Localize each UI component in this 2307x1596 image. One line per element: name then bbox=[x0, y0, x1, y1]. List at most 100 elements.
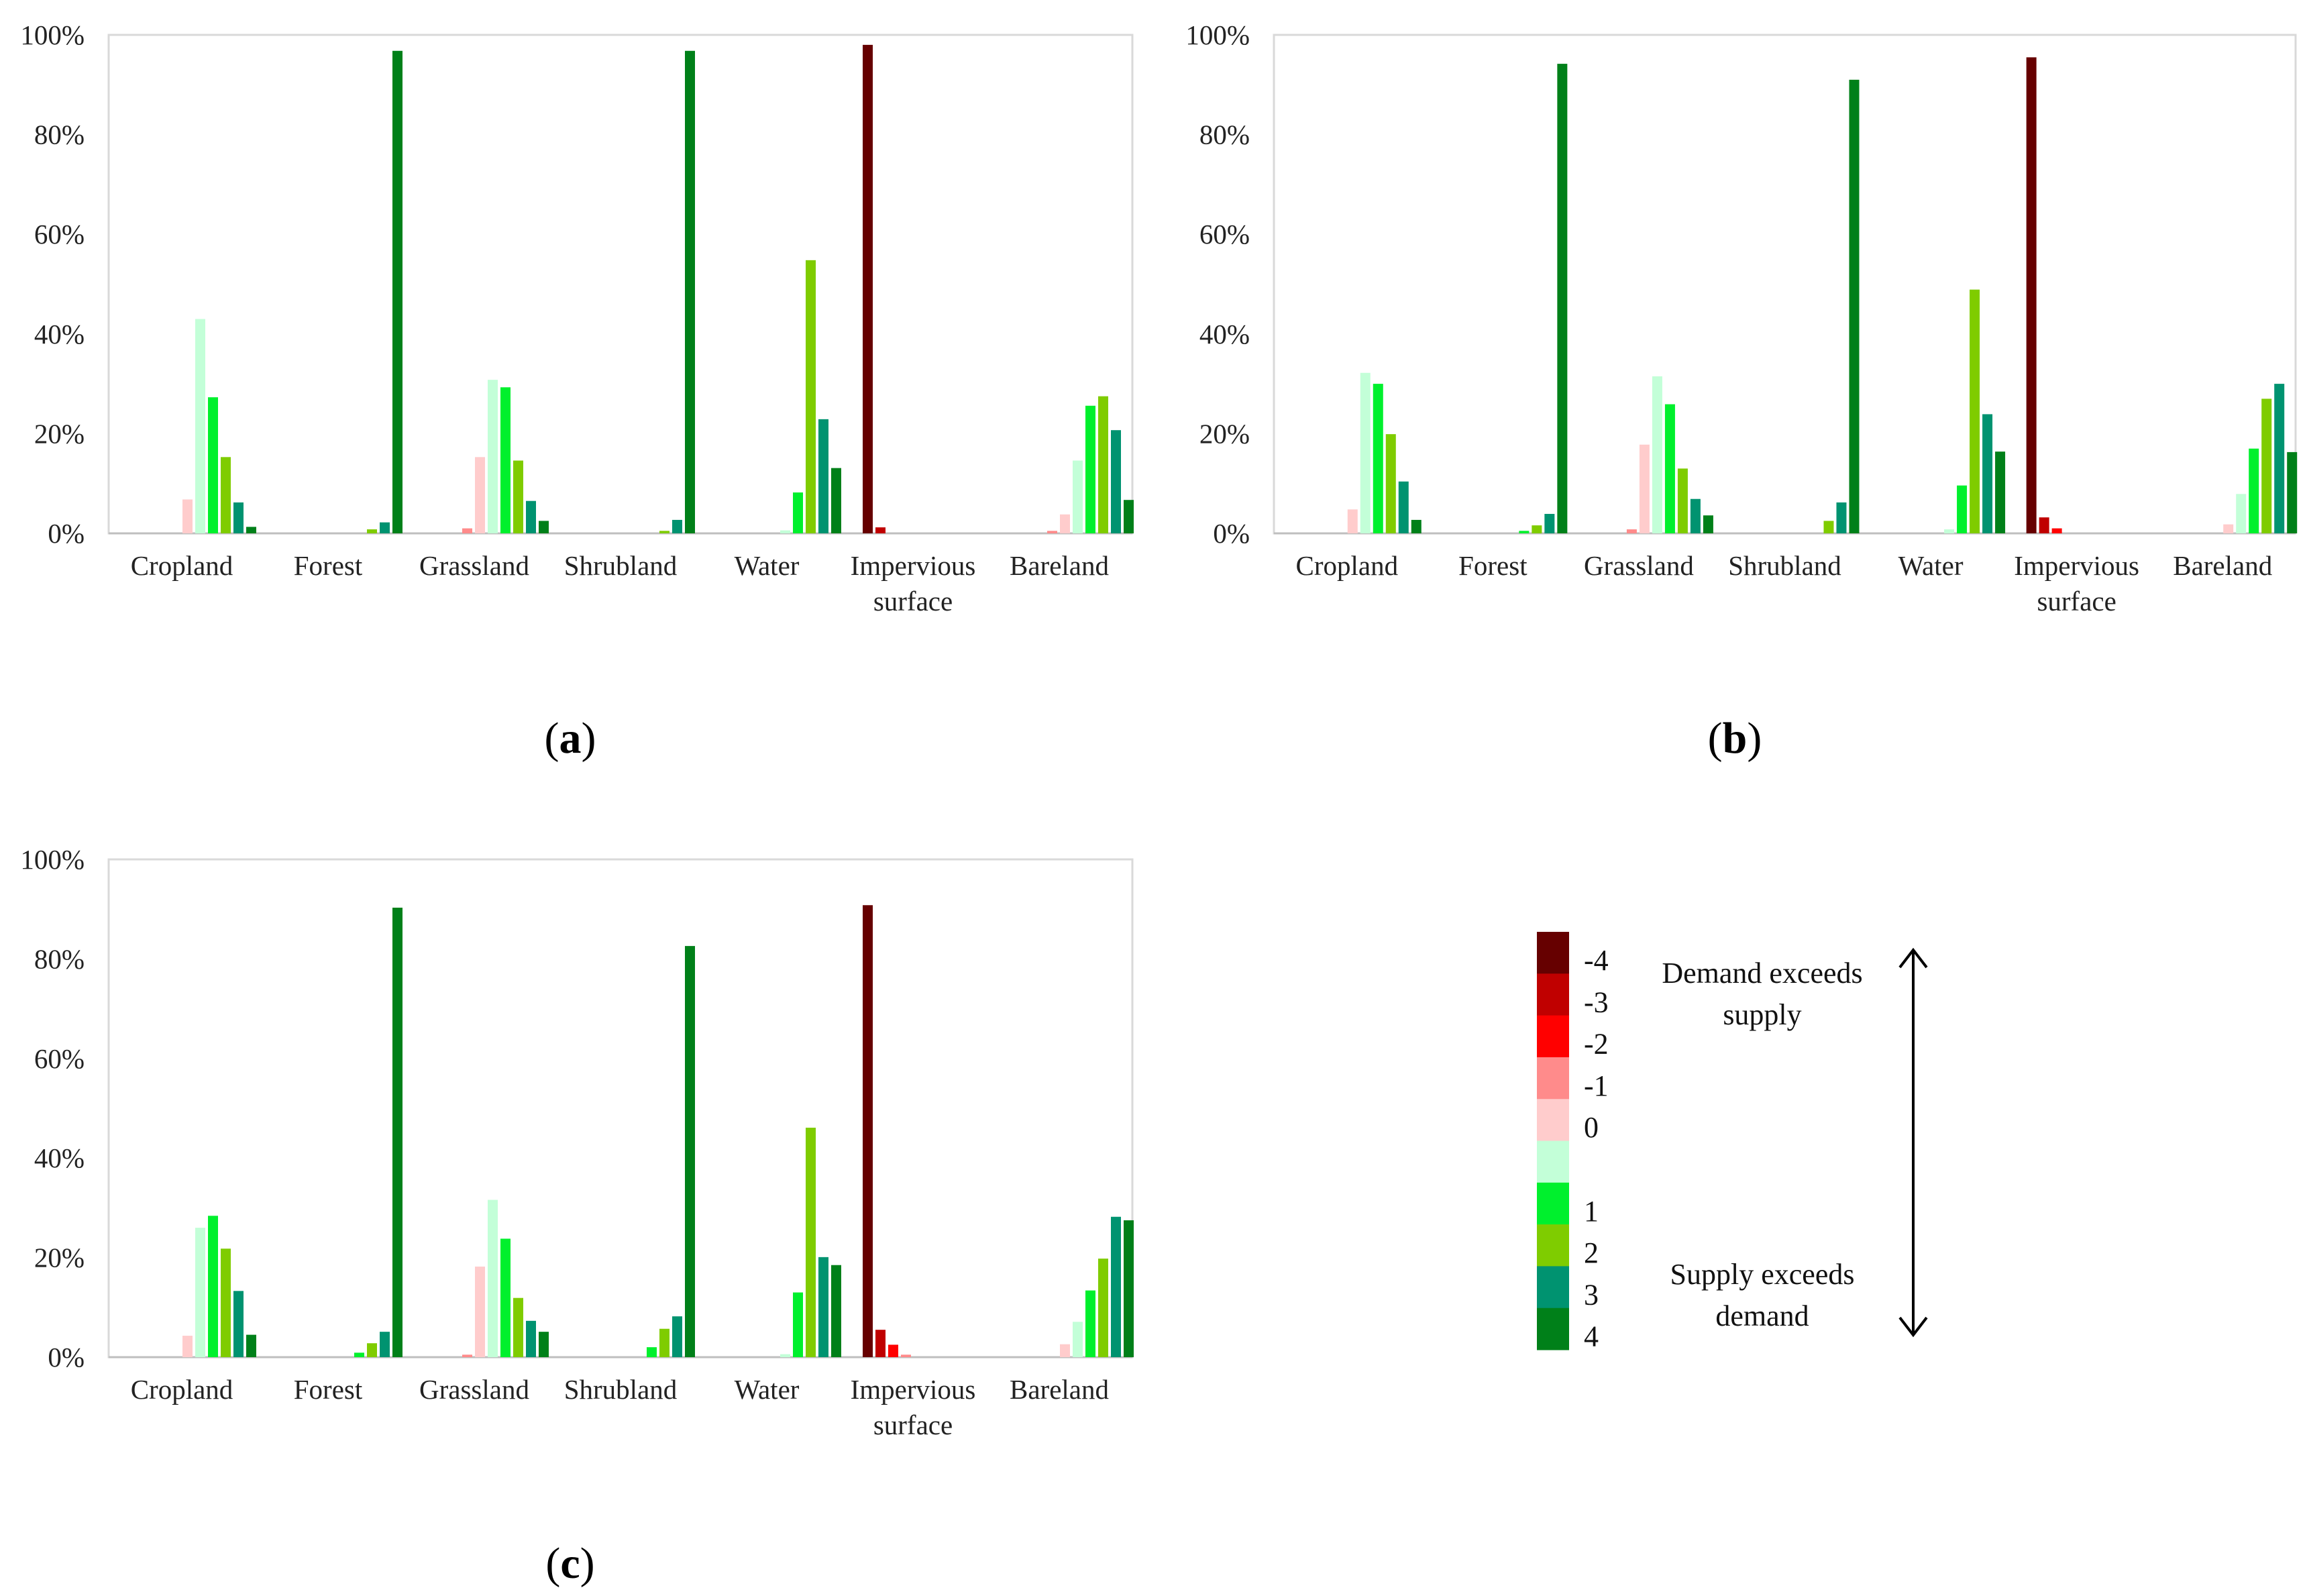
y-tick-label: 0% bbox=[1213, 518, 1250, 549]
x-category-label: surface bbox=[2037, 586, 2116, 617]
x-category-label: Forest bbox=[1458, 550, 1527, 581]
x-category-label: Shrubland bbox=[564, 550, 678, 581]
bar bbox=[1047, 531, 1057, 533]
bar bbox=[2026, 57, 2037, 533]
legend-label: -1 bbox=[1584, 1069, 1609, 1102]
x-category-label: Grassland bbox=[1584, 550, 1694, 581]
bar bbox=[888, 1344, 898, 1357]
y-tick-label: 60% bbox=[34, 219, 85, 250]
x-category-label: Bareland bbox=[2173, 550, 2272, 581]
bar bbox=[182, 1336, 193, 1357]
bar bbox=[1398, 481, 1409, 533]
legend-swatch bbox=[1537, 1266, 1569, 1309]
y-tick-label: 20% bbox=[34, 418, 85, 449]
bar bbox=[539, 1332, 549, 1357]
legend-swatch bbox=[1537, 1182, 1569, 1225]
bar bbox=[526, 500, 536, 533]
legend-swatch bbox=[1537, 973, 1569, 1016]
bar bbox=[1385, 434, 1396, 533]
bar bbox=[367, 529, 377, 533]
legend-label: -3 bbox=[1584, 986, 1609, 1018]
bar bbox=[685, 50, 695, 533]
x-category-label: Water bbox=[735, 550, 800, 581]
legend-label: 4 bbox=[1584, 1320, 1599, 1353]
bar bbox=[488, 1200, 498, 1357]
y-tick-label: 100% bbox=[20, 19, 85, 50]
bar bbox=[2249, 448, 2259, 533]
bar bbox=[1111, 1216, 1121, 1357]
bar bbox=[2051, 528, 2062, 533]
legend-label: 2 bbox=[1584, 1236, 1599, 1269]
bar bbox=[1982, 414, 1993, 533]
bar bbox=[380, 522, 390, 533]
legend-supply-line2: demand bbox=[1715, 1299, 1809, 1332]
bar bbox=[1360, 372, 1371, 533]
bar bbox=[831, 468, 841, 533]
bar bbox=[246, 527, 256, 533]
bar bbox=[1836, 502, 1847, 533]
chart-panel-a: 0% 20% 40% 60% 80% 100% Cropland Forest Grasslan… bbox=[20, 19, 1134, 617]
legend-label: -2 bbox=[1584, 1028, 1609, 1061]
bar bbox=[208, 1216, 218, 1357]
x-category-label: Impervious bbox=[851, 1374, 976, 1405]
bar bbox=[863, 44, 873, 534]
bar bbox=[672, 1316, 682, 1357]
x-category-label: Bareland bbox=[1010, 550, 1109, 581]
x-category-label: Water bbox=[735, 1374, 800, 1405]
y-tick-label: 100% bbox=[1185, 19, 1250, 50]
bar bbox=[1823, 521, 1834, 533]
y-tick-label: 60% bbox=[34, 1043, 85, 1074]
bar bbox=[818, 419, 828, 533]
plot-area bbox=[107, 34, 1134, 535]
bar bbox=[1519, 531, 1530, 533]
bar bbox=[182, 499, 193, 533]
bar bbox=[863, 905, 873, 1357]
bar bbox=[672, 519, 682, 533]
bar bbox=[793, 492, 803, 533]
bar bbox=[500, 1238, 511, 1357]
legend-label: 1 bbox=[1584, 1195, 1599, 1228]
bar bbox=[1124, 500, 1134, 533]
bar bbox=[208, 397, 218, 533]
x-category-label: Forest bbox=[294, 550, 363, 581]
legend-swatch bbox=[1537, 1057, 1569, 1100]
legend-swatch bbox=[1537, 1224, 1569, 1267]
bar bbox=[1970, 289, 1980, 533]
bar bbox=[2236, 494, 2247, 533]
bar bbox=[1124, 1220, 1134, 1357]
legend-label: 0 bbox=[1584, 1111, 1599, 1144]
bar bbox=[1411, 519, 1421, 533]
bar bbox=[1085, 1290, 1095, 1357]
bar bbox=[221, 457, 231, 533]
bar bbox=[1944, 529, 1955, 533]
x-category-label: Cropland bbox=[1295, 550, 1398, 581]
y-tick-label: 0% bbox=[48, 1342, 85, 1373]
bar bbox=[475, 457, 485, 533]
bar bbox=[1557, 64, 1568, 534]
bar bbox=[1677, 468, 1688, 533]
plot-area bbox=[107, 858, 1134, 1359]
bar bbox=[659, 531, 669, 533]
bar bbox=[513, 460, 523, 533]
bar bbox=[233, 502, 244, 533]
bar bbox=[354, 1352, 364, 1357]
bar bbox=[685, 946, 695, 1357]
legend-label: -4 bbox=[1584, 944, 1609, 977]
legend-label: 3 bbox=[1584, 1278, 1599, 1311]
bar bbox=[1995, 451, 2006, 533]
x-category-label: Grassland bbox=[419, 1374, 529, 1405]
bar bbox=[1626, 529, 1637, 533]
y-tick-label: 80% bbox=[34, 119, 85, 150]
panel-labels: (a) (b) (c) bbox=[545, 714, 1762, 1588]
bar bbox=[780, 530, 790, 533]
y-tick-label: 20% bbox=[34, 1242, 85, 1273]
bar bbox=[195, 319, 205, 533]
bar bbox=[1639, 444, 1650, 533]
x-category-label: Water bbox=[1898, 550, 1964, 581]
y-tick-label: 40% bbox=[34, 1142, 85, 1173]
bar bbox=[1664, 404, 1675, 533]
y-tick-label: 80% bbox=[1199, 119, 1250, 150]
x-category-label: Shrubland bbox=[1728, 550, 1841, 581]
bar bbox=[380, 1332, 390, 1357]
